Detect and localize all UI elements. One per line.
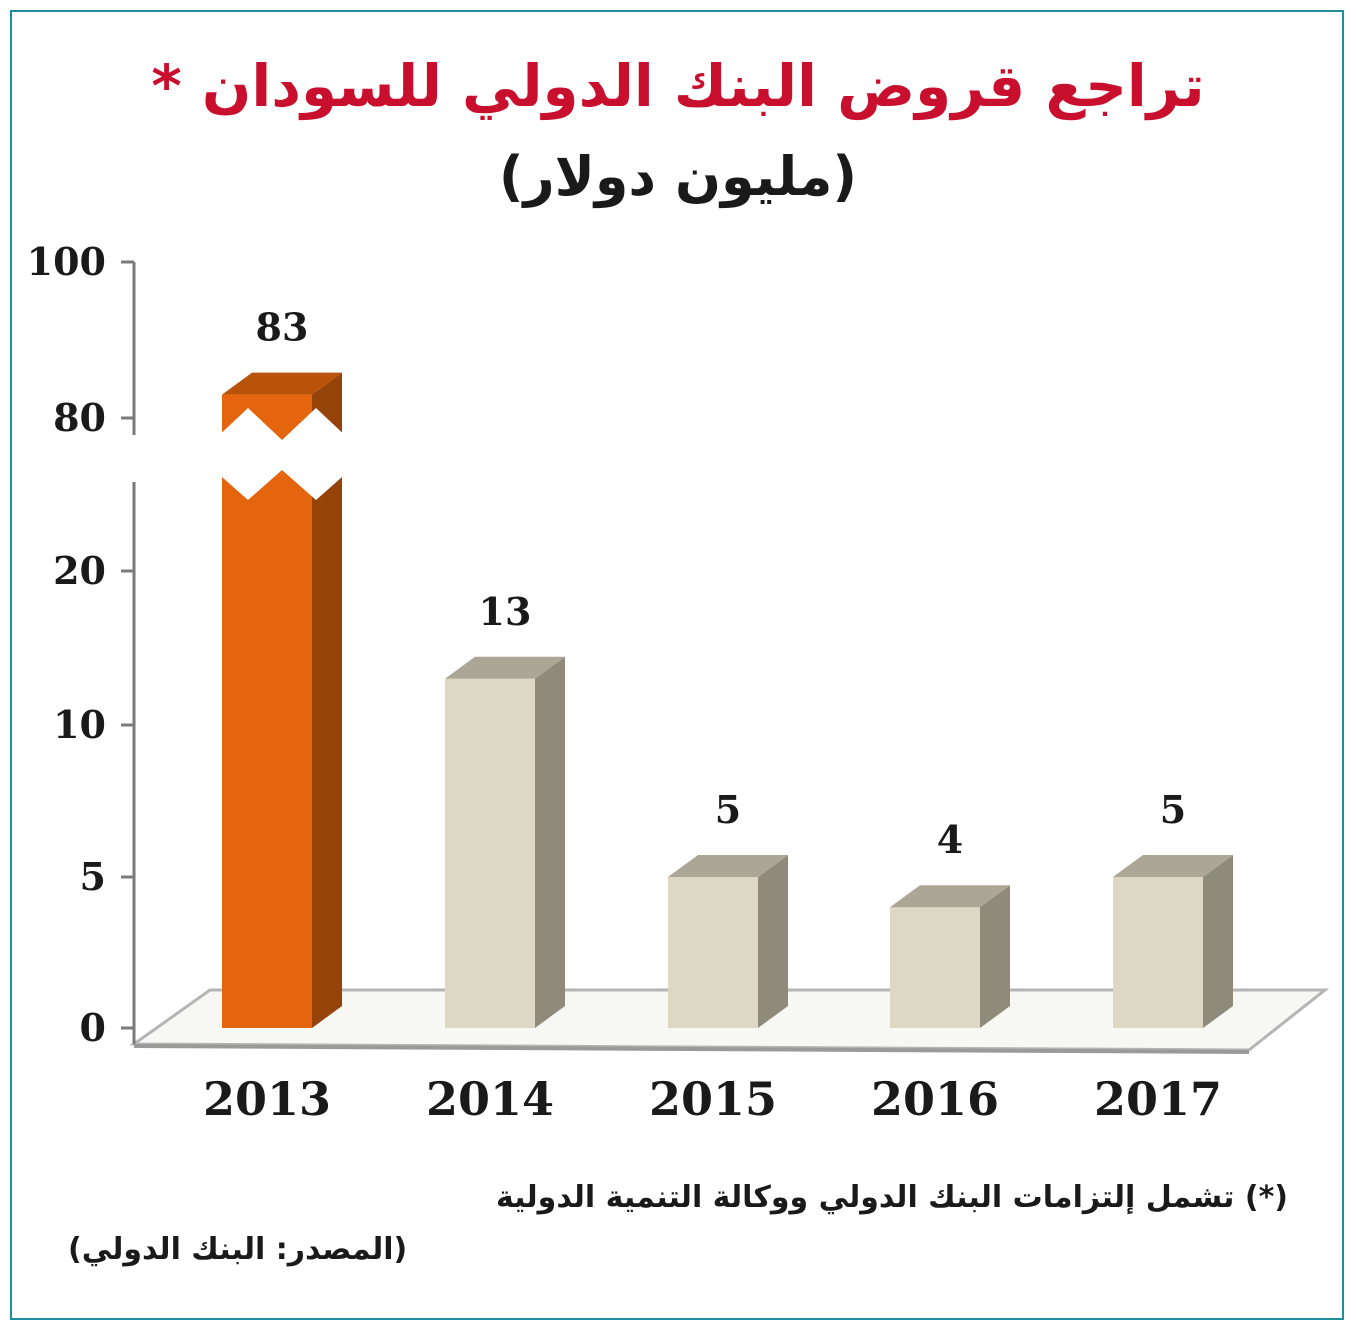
x-tick-label: 2013 — [203, 1072, 331, 1126]
bar-top — [1113, 855, 1233, 877]
data-label: 5 — [715, 787, 741, 832]
x-tick-label: 2016 — [871, 1072, 999, 1126]
floor-front-edge — [133, 1044, 1250, 1054]
data-label: 4 — [937, 817, 963, 862]
bar-2015 — [668, 855, 788, 1028]
bar-top — [445, 656, 565, 679]
axis-break-cut — [214, 408, 350, 500]
bar-side — [1203, 855, 1233, 1028]
chart-title: تراجع قروض البنك الدولي للسودان * — [151, 52, 1205, 120]
bar-2016 — [890, 885, 1010, 1028]
bar-side — [312, 372, 342, 1029]
x-tick-label: 2015 — [649, 1072, 777, 1126]
bar-top — [668, 855, 788, 877]
bar-front — [1113, 877, 1203, 1028]
source-note: (المصدر: البنك الدولي) — [68, 1232, 408, 1267]
data-label: 13 — [479, 589, 532, 634]
x-tick-label: 2017 — [1094, 1072, 1222, 1126]
y-tick-label: 100 — [27, 239, 106, 284]
data-label: 5 — [1160, 787, 1186, 832]
y-tick-label: 80 — [53, 395, 106, 440]
chart-subtitle: (مليون دولار) — [498, 145, 858, 208]
bar-front — [222, 394, 312, 1029]
bar-top — [222, 372, 342, 395]
bar-front — [890, 907, 980, 1028]
x-tick-label: 2014 — [426, 1072, 554, 1126]
y-tick-label: 0 — [80, 1005, 106, 1050]
bar-2014 — [445, 656, 565, 1028]
data-label: 83 — [256, 305, 309, 350]
bar-front — [668, 877, 758, 1028]
bar-side — [758, 855, 788, 1028]
y-tick-label: 10 — [53, 702, 106, 747]
bar-side — [980, 885, 1010, 1028]
bar-2013 — [222, 372, 342, 1029]
bar-2017 — [1113, 855, 1233, 1028]
bar-side — [535, 656, 565, 1028]
y-tick-label: 20 — [53, 548, 106, 593]
bar-top — [890, 885, 1010, 908]
bar-front — [445, 678, 535, 1028]
footnote: (*) تشمل إلتزامات البنك الدولي ووكالة ال… — [495, 1180, 1288, 1215]
y-tick-label: 5 — [80, 854, 106, 899]
